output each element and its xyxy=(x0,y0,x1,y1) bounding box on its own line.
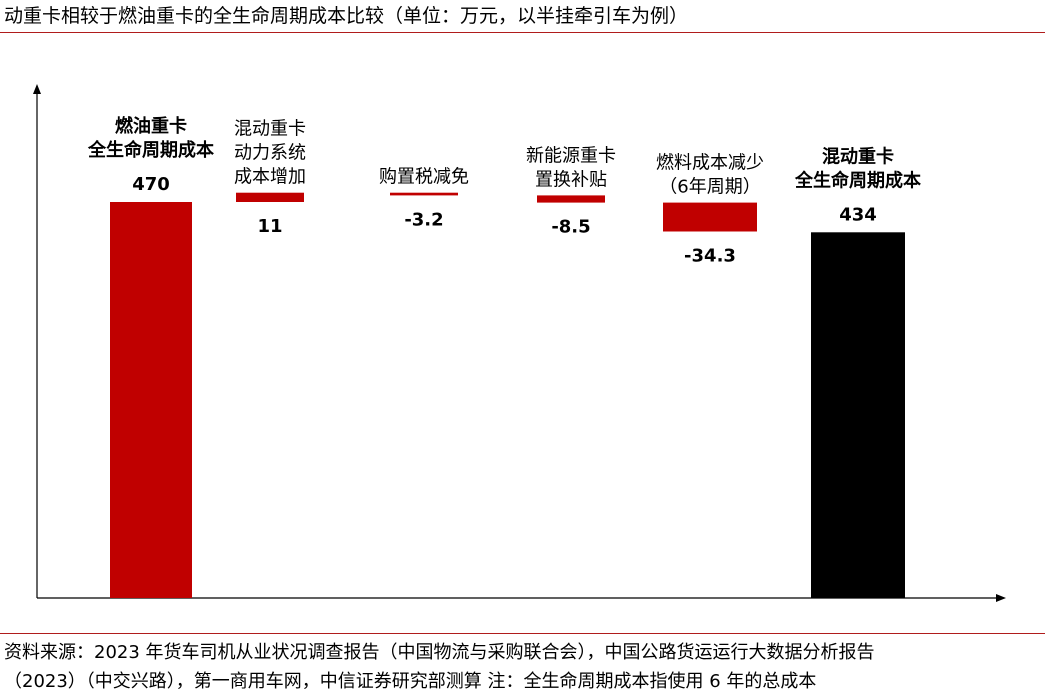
value-label-3: -8.5 xyxy=(551,217,590,238)
category-label-0-0: 燃油重卡 xyxy=(115,115,187,137)
category-label-3-0: 新能源重卡 xyxy=(526,145,616,166)
title-divider xyxy=(0,32,1045,33)
bar-1 xyxy=(236,192,304,202)
value-label-2: -3.2 xyxy=(404,209,443,230)
y-axis-arrow xyxy=(33,84,41,94)
value-label-0: 470 xyxy=(132,174,170,195)
category-label-1-0: 混动重卡 xyxy=(234,119,306,140)
category-label-1-2: 成本增加 xyxy=(234,167,306,188)
category-label-2-0: 购置税减免 xyxy=(379,167,469,188)
source-line-1: 资料来源：2023 年货车司机从业状况调查报告（中国物流与采购联合会），中国公路… xyxy=(4,642,875,663)
value-label-5: 434 xyxy=(839,204,877,225)
waterfall-chart: 470燃油重卡全生命周期成本混动重卡动力系统成本增加11购置税减免-3.2新能源… xyxy=(33,84,1006,602)
category-label-5-0: 混动重卡 xyxy=(822,145,894,167)
category-label-0-1: 全生命周期成本 xyxy=(87,139,214,161)
source-divider xyxy=(0,633,1045,634)
category-label-4-0: 燃料成本减少 xyxy=(656,153,764,174)
bar-0 xyxy=(110,202,192,598)
value-label-1: 11 xyxy=(257,216,282,237)
value-label-4: -34.3 xyxy=(684,245,736,266)
source-note: 资料来源：2023 年货车司机从业状况调查报告（中国物流与采购联合会），中国公路… xyxy=(4,638,1044,696)
chart-labels: 470燃油重卡全生命周期成本混动重卡动力系统成本增加11购置税减免-3.2新能源… xyxy=(87,115,921,266)
chart-bars xyxy=(110,192,905,599)
bar-2 xyxy=(390,192,458,196)
category-label-5-1: 全生命周期成本 xyxy=(794,169,921,191)
chart-title: 动重卡相较于燃油重卡的全生命周期成本比较（单位：万元，以半挂牵引车为例） xyxy=(4,5,689,27)
category-label-4-1: （6年周期） xyxy=(659,177,760,198)
category-label-3-1: 置换补贴 xyxy=(535,169,607,190)
bar-5 xyxy=(811,232,905,599)
x-axis-arrow xyxy=(996,594,1006,602)
source-line-2: （2023）（中交兴路），第一商用车网，中信证券研究部测算 注：全生命周期成本指… xyxy=(4,671,817,692)
bar-4 xyxy=(663,202,757,232)
category-label-1-1: 动力系统 xyxy=(234,143,306,164)
bar-3 xyxy=(537,195,605,203)
